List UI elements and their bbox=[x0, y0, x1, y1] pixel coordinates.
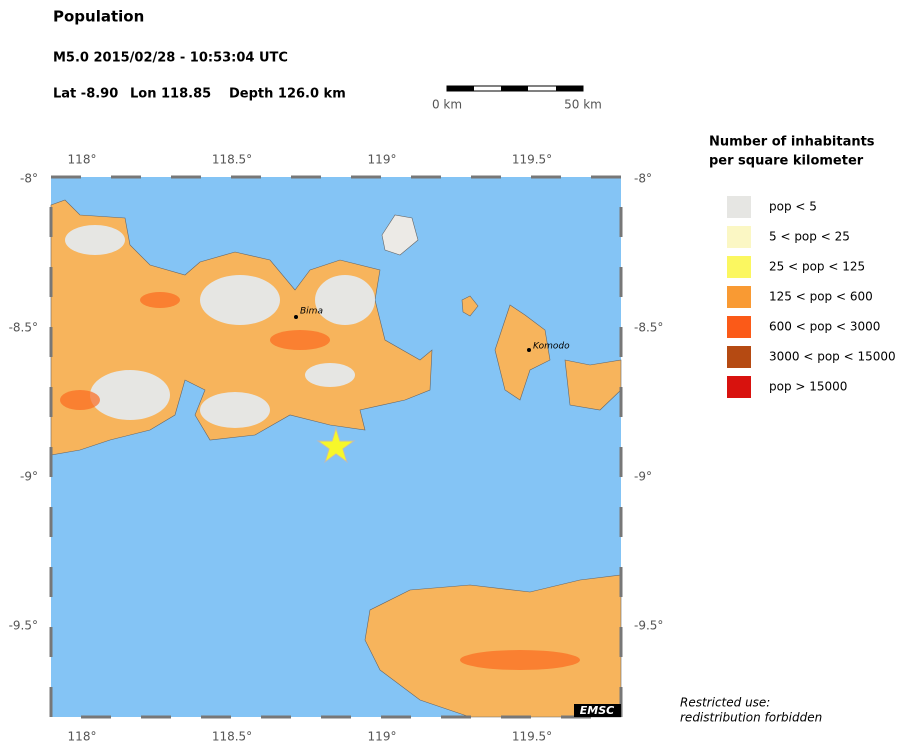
scale-start: 0 km bbox=[432, 98, 462, 112]
island bbox=[364, 574, 622, 718]
lon-label: 119° bbox=[368, 730, 397, 744]
lat-label: -8° bbox=[20, 172, 38, 186]
city-label: Bima bbox=[300, 307, 323, 317]
lon: Lon 118.85 bbox=[130, 87, 211, 102]
island bbox=[494, 304, 551, 401]
notice: Restricted use: bbox=[680, 696, 770, 710]
title: Population bbox=[53, 8, 144, 26]
map: Bima Komodo EMSC bbox=[49, 175, 623, 719]
lon-label: 119.5° bbox=[512, 730, 552, 744]
lat: Lat -8.90 bbox=[53, 87, 118, 102]
legend-title: Number of inhabitants bbox=[709, 135, 875, 150]
lat-label: -9° bbox=[20, 470, 38, 484]
lon-label: 118.5° bbox=[212, 730, 252, 744]
lat-label: -8.5° bbox=[9, 321, 38, 335]
legend-swatch bbox=[727, 346, 751, 368]
depth: Depth 126.0 km bbox=[229, 87, 346, 102]
legend-swatch bbox=[727, 286, 751, 308]
legend-label: pop > 15000 bbox=[769, 380, 847, 394]
legend-label: pop < 5 bbox=[769, 200, 817, 214]
legend-label: 125 < pop < 600 bbox=[769, 290, 873, 304]
legend-label: 5 < pop < 25 bbox=[769, 230, 850, 244]
lat-label: -9° bbox=[634, 470, 652, 484]
legend-swatch bbox=[727, 226, 751, 248]
event: M5.0 2015/02/28 - 10:53:04 UTC bbox=[53, 51, 288, 66]
lat-label: -9.5° bbox=[634, 619, 663, 633]
island bbox=[461, 295, 479, 317]
credit: EMSC bbox=[580, 704, 614, 717]
lat-label: -8° bbox=[634, 172, 652, 186]
legend-swatch bbox=[727, 196, 751, 218]
legend-swatch bbox=[727, 376, 751, 398]
lon-label: 118° bbox=[68, 153, 97, 167]
lon-label: 119.5° bbox=[512, 153, 552, 167]
lon-label: 118° bbox=[68, 730, 97, 744]
legend-label: 25 < pop < 125 bbox=[769, 260, 865, 274]
lat-label: -9.5° bbox=[9, 619, 38, 633]
scale-bar bbox=[446, 85, 584, 92]
epicenter bbox=[316, 426, 356, 464]
legend-label: 3000 < pop < 15000 bbox=[769, 350, 896, 364]
city-label: Komodo bbox=[533, 342, 570, 352]
legend-title: per square kilometer bbox=[709, 154, 864, 169]
lat-label: -8.5° bbox=[634, 321, 663, 335]
lon-label: 119° bbox=[368, 153, 397, 167]
island bbox=[381, 214, 419, 256]
legend-swatch bbox=[727, 256, 751, 278]
scale-end: 50 km bbox=[564, 98, 602, 112]
notice: redistribution forbidden bbox=[680, 711, 822, 725]
legend-swatch bbox=[727, 316, 751, 338]
legend-label: 600 < pop < 3000 bbox=[769, 320, 880, 334]
lon-label: 118.5° bbox=[212, 153, 252, 167]
